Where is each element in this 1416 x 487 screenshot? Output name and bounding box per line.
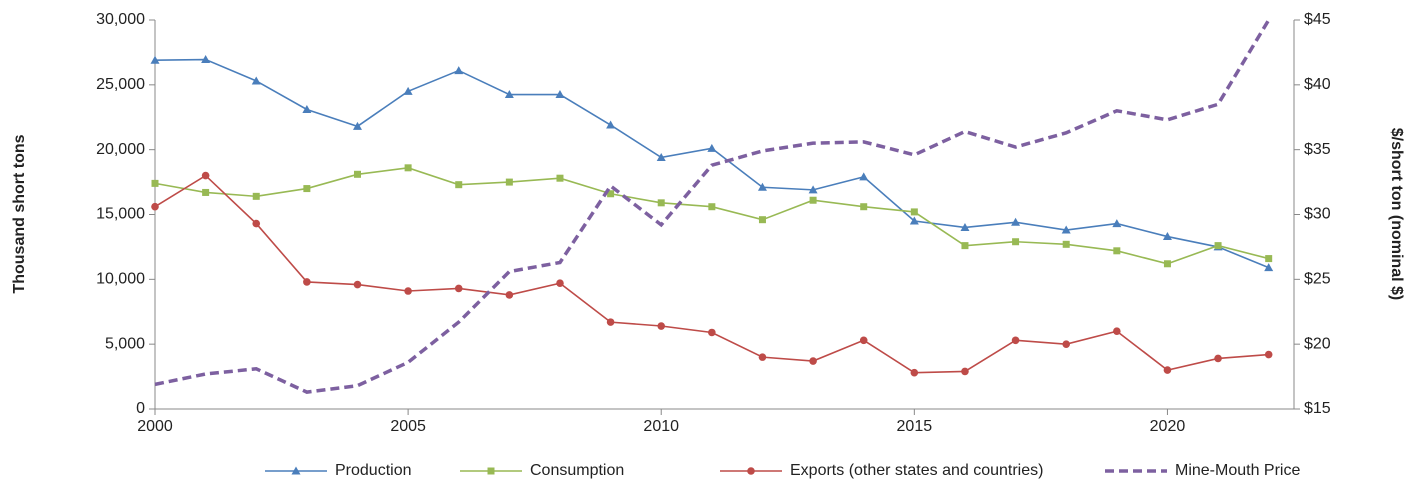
marker [1113,327,1121,336]
marker [1264,263,1274,272]
marker [1061,225,1071,234]
marker [860,203,868,211]
marker [404,287,412,295]
y-tick-label: 10,000 [96,271,145,288]
marker [504,90,514,99]
marker [910,208,918,216]
marker [859,336,868,345]
y2-tick-label: $35 [1304,141,1331,158]
marker [555,90,565,99]
marker [960,222,970,231]
marker [809,196,817,204]
marker [1011,336,1020,345]
marker [151,202,159,211]
y2-tick-label: $15 [1304,400,1331,417]
marker [961,367,969,376]
marker [454,66,464,75]
marker [708,328,716,337]
marker [455,181,463,189]
legend-label: Exports (other states and countries) [790,462,1043,479]
marker [909,216,919,225]
marker [1113,247,1121,255]
marker [404,164,412,172]
marker [487,467,495,475]
marker [1062,240,1070,248]
marker [303,278,311,286]
marker [1264,350,1273,359]
marker [556,174,564,182]
y-tick-label: 0 [136,400,145,417]
y2-tick-label: $25 [1304,271,1331,288]
marker [808,185,818,194]
marker [151,179,159,187]
marker [656,152,666,161]
marker [303,185,311,193]
marker [747,467,755,475]
marker [859,172,869,181]
marker [758,216,766,224]
legend-label: Mine-Mouth Price [1175,462,1300,479]
y-tick-label: 15,000 [96,206,145,223]
marker [1012,238,1020,246]
y-tick-label: 30,000 [96,11,145,28]
x-tick-label: 2005 [390,418,426,435]
marker [352,121,362,130]
y2-tick-label: $40 [1304,76,1331,93]
marker [1163,366,1172,374]
marker [251,76,261,85]
marker [1062,340,1070,348]
y-tick-label: 5,000 [105,335,145,352]
marker [1112,219,1122,228]
y-tick-label: 25,000 [96,76,145,93]
marker [302,104,312,113]
marker [657,199,665,207]
marker [607,190,615,198]
y2-axis-title: $/short ton (nominal $) [1388,128,1405,300]
marker [606,318,615,326]
marker [910,368,919,377]
marker [707,143,717,152]
marker [1214,242,1222,250]
marker [961,242,969,250]
marker [201,55,211,64]
marker [150,55,160,64]
marker [202,188,210,196]
x-tick-label: 2015 [897,418,933,435]
marker [1011,217,1021,226]
marker [1163,260,1171,268]
y2-tick-label: $30 [1304,206,1331,223]
legend-label: Consumption [530,462,624,479]
y-tick-label: 20,000 [96,141,145,158]
marker [657,322,666,330]
marker [556,279,564,288]
marker [353,170,361,178]
marker [757,182,767,191]
marker [252,219,261,228]
marker [201,171,210,180]
marker [505,178,513,186]
marker [1162,232,1172,241]
marker [291,466,301,475]
marker [809,357,817,365]
series-line [154,167,1269,265]
marker [353,280,362,289]
marker [606,120,616,129]
x-tick-label: 2010 [643,418,679,435]
series-line [154,19,1271,394]
marker [403,86,413,95]
marker [758,353,767,361]
marker [505,291,514,299]
legend-label: Production [335,462,412,479]
marker [708,203,716,211]
marker [252,192,260,200]
marker [454,284,463,293]
marker [1214,354,1222,363]
marker [1265,255,1273,263]
x-tick-label: 2000 [137,418,173,435]
y2-tick-label: $20 [1304,335,1331,352]
y2-tick-label: $45 [1304,11,1331,28]
y-axis-title: Thousand short tons [11,134,28,293]
x-tick-label: 2020 [1150,418,1186,435]
